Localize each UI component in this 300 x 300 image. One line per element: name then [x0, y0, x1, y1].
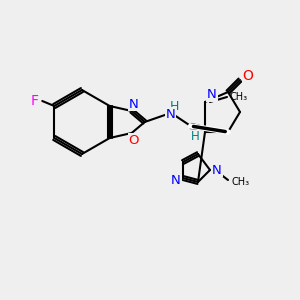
Text: N: N	[212, 164, 222, 176]
Text: H: H	[190, 130, 200, 143]
Text: O: O	[243, 69, 254, 83]
Text: O: O	[128, 134, 139, 146]
Polygon shape	[190, 124, 228, 132]
Text: CH₃: CH₃	[231, 177, 249, 187]
Text: F: F	[30, 94, 38, 108]
Text: N: N	[166, 107, 175, 121]
Text: CH₃: CH₃	[229, 92, 247, 102]
Text: N: N	[129, 98, 139, 110]
Text: N: N	[207, 88, 217, 101]
Text: N: N	[171, 175, 181, 188]
Text: H: H	[170, 100, 179, 112]
